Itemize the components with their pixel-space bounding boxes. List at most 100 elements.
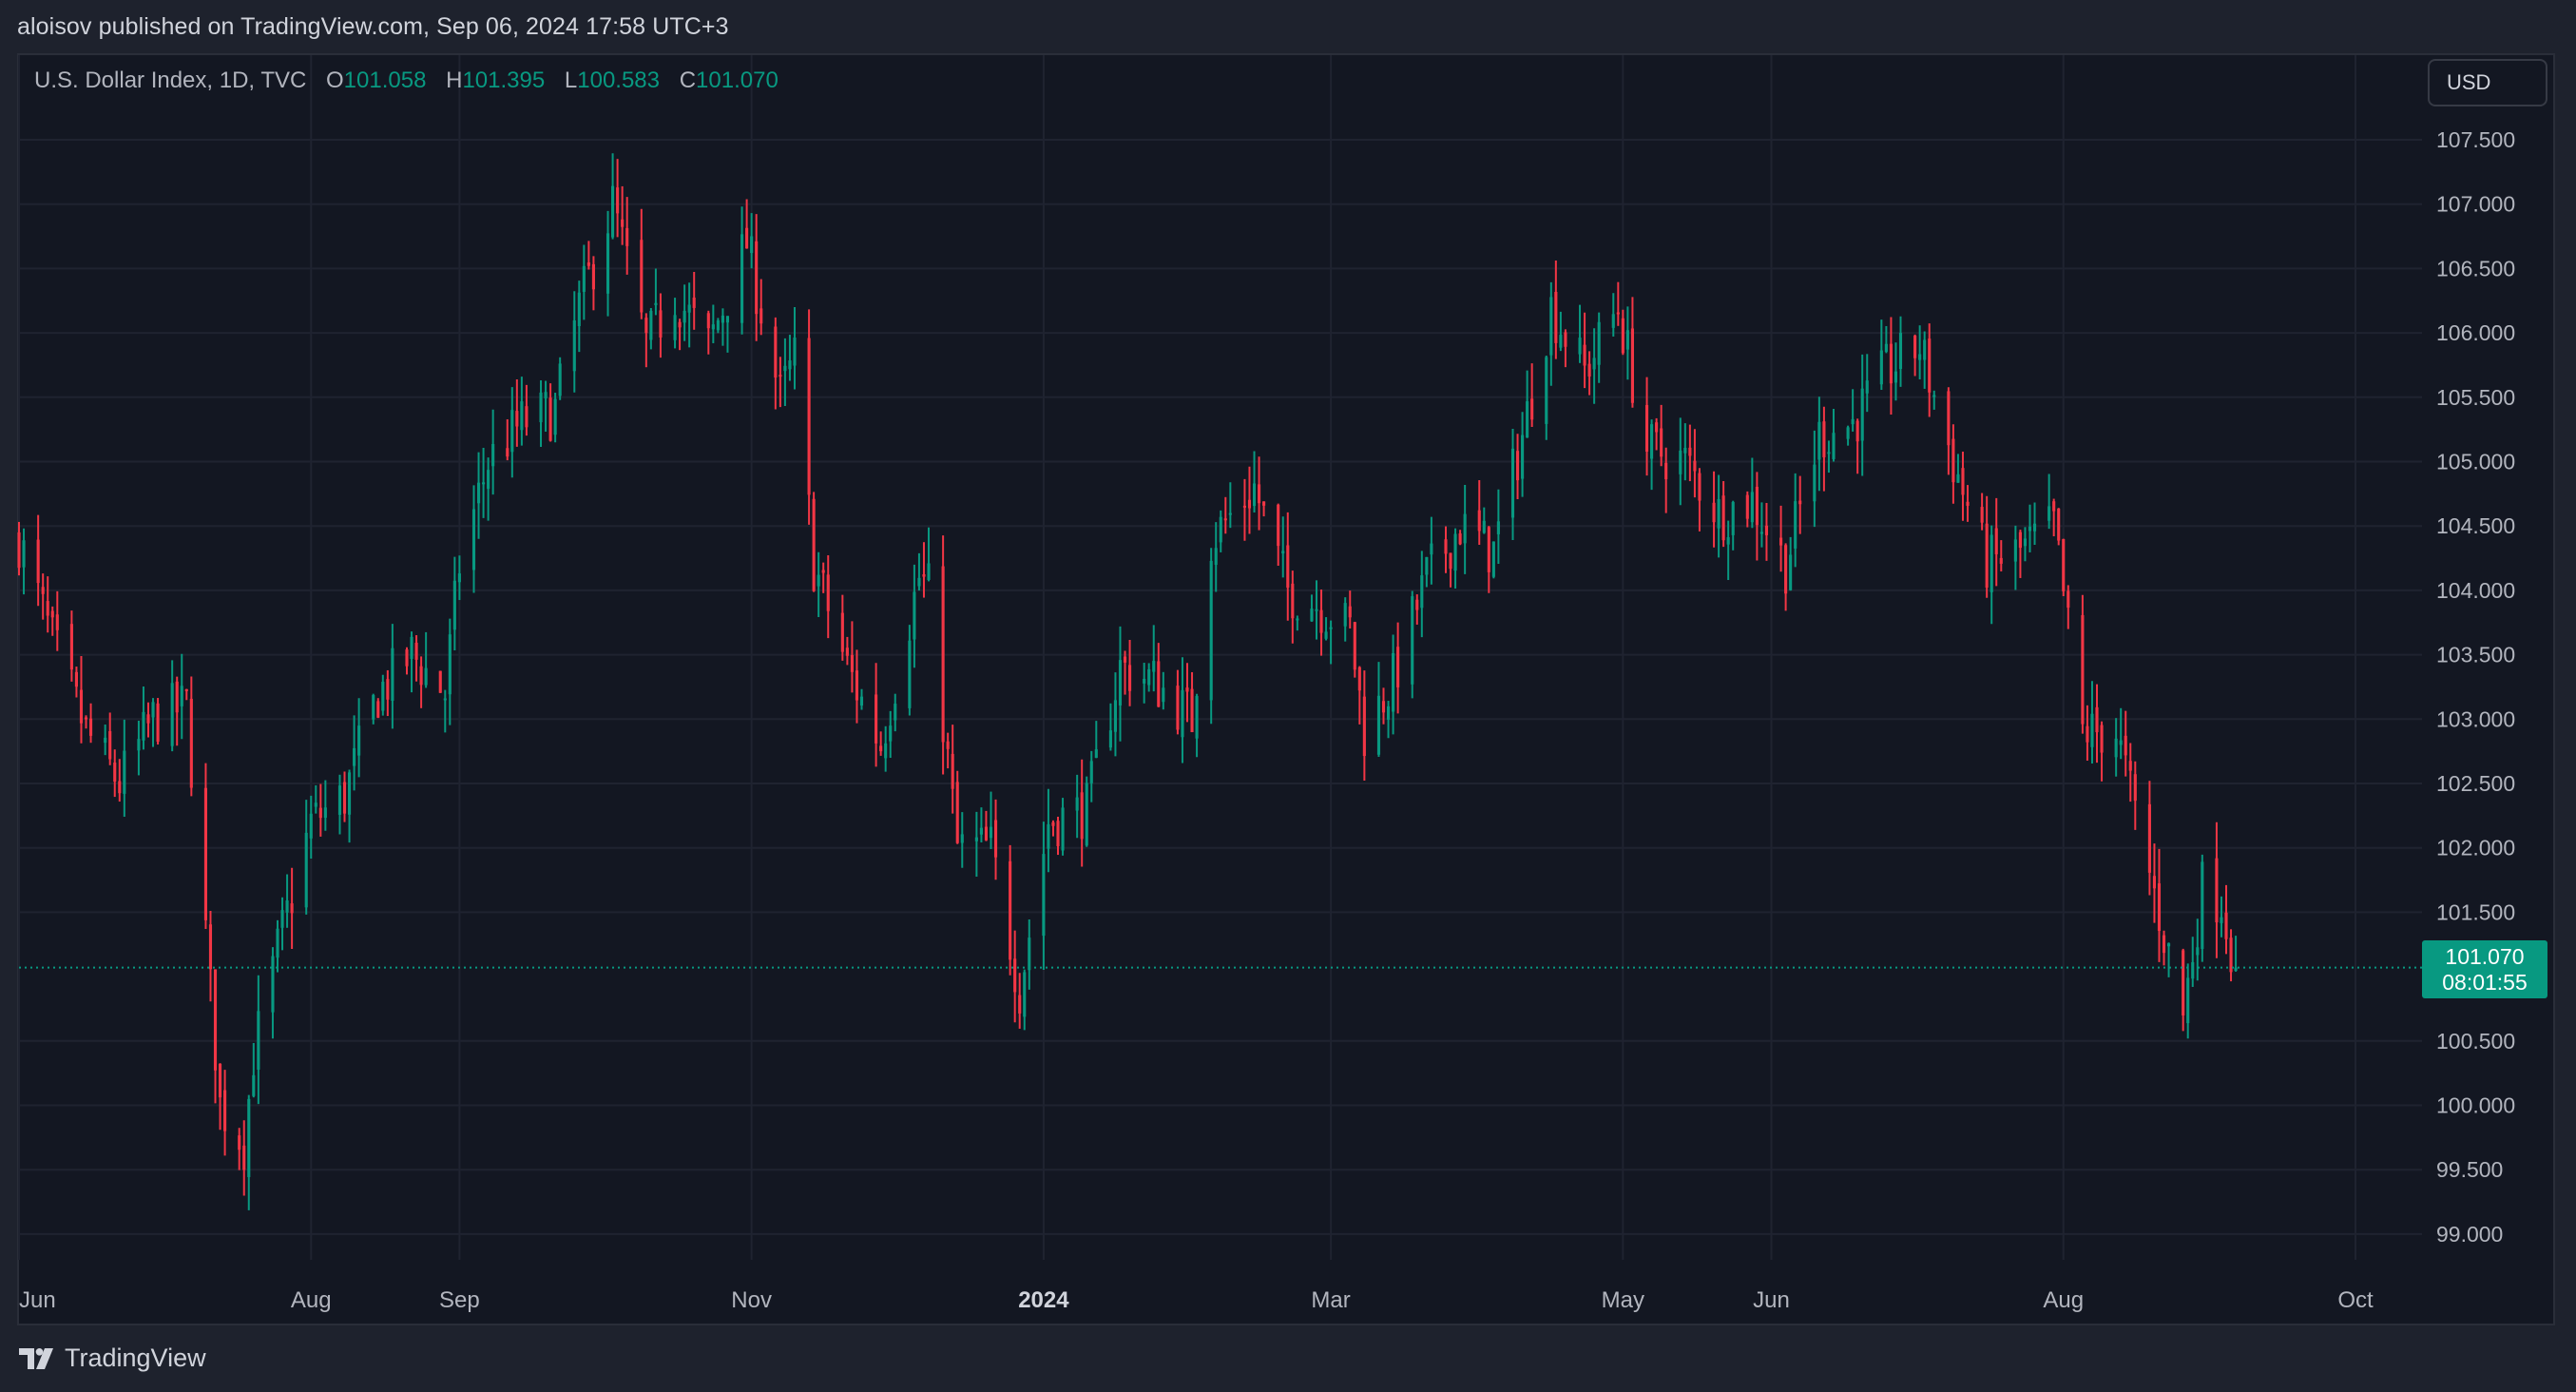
time-tick-label: Aug [291, 1287, 332, 1313]
candle-down [640, 208, 644, 319]
candle-down [1396, 622, 1400, 714]
candle-down [2224, 884, 2228, 955]
candle-up [1717, 474, 1721, 558]
candle-up [1108, 703, 1112, 751]
currency-button[interactable]: USD [2428, 59, 2547, 106]
high-key: H [446, 68, 463, 93]
candle-down [376, 698, 380, 719]
candle-up [391, 624, 394, 729]
candle-up [582, 244, 586, 320]
candle-down [69, 610, 73, 682]
price-tick-label: 105.500 [2436, 385, 2515, 410]
candle-up [2191, 937, 2195, 987]
candle-up [180, 653, 183, 740]
candle-down [1515, 434, 1520, 500]
candle-up [1592, 328, 1596, 404]
candle-down [218, 1063, 222, 1131]
candle-up [381, 674, 385, 716]
candle-up [917, 552, 921, 591]
candle-up [1195, 693, 1199, 758]
candle-down [1242, 478, 1247, 541]
time-tick-label: Sep [439, 1287, 480, 1313]
candle-down [1415, 594, 1419, 625]
candle-down [36, 514, 40, 607]
candle-up [314, 784, 317, 814]
candle-down [17, 521, 21, 576]
candle-down [812, 492, 816, 592]
candle-up [1597, 312, 1601, 383]
candle-down [525, 384, 529, 436]
candle-down [290, 867, 294, 950]
candle-down [238, 1128, 241, 1170]
candle-up [1923, 331, 1927, 389]
price-tick-label: 100.500 [2436, 1029, 2515, 1054]
candle-up [1726, 520, 1730, 580]
price-tick-label: 102.500 [2436, 771, 2515, 796]
candle-up [1310, 594, 1314, 622]
candle-down [342, 771, 347, 822]
candle-down [414, 635, 418, 682]
price-tick-label: 107.000 [2436, 192, 2515, 217]
candle-up [788, 335, 792, 381]
candle-down [1688, 424, 1692, 482]
symbol-legend: U.S. Dollar Index, 1D, TVC O101.058 H101… [34, 68, 779, 94]
candle-up [471, 485, 476, 593]
candle-down [74, 667, 79, 698]
candle-down [2152, 843, 2157, 923]
candle-down [586, 241, 590, 270]
candle-down [1621, 309, 1624, 356]
candle-up [1425, 556, 1429, 588]
candle-down [208, 911, 213, 1002]
candle-up [1453, 528, 1457, 589]
candle-up [1376, 662, 1381, 757]
candle-down [1693, 429, 1697, 498]
candle-up [1789, 536, 1793, 591]
candle-down [941, 535, 945, 775]
price-tick-label: 103.000 [2436, 706, 2515, 731]
candle-up [1932, 390, 1936, 410]
candle-down [1928, 323, 1932, 417]
tradingview-logo-icon [19, 1347, 53, 1369]
candle-up [424, 631, 428, 688]
candle-up [711, 304, 715, 343]
candle-up [989, 791, 993, 849]
candle-up [908, 625, 912, 716]
candle-up [247, 1094, 251, 1210]
candle-down [706, 310, 710, 355]
candle-up [170, 660, 174, 752]
candle-up [1650, 419, 1654, 491]
candle-up [750, 213, 754, 269]
candle-up [682, 284, 686, 341]
candle-up [2013, 525, 2017, 590]
close-value: 101.070 [696, 68, 779, 93]
candle-down [1660, 404, 1663, 467]
candle-down [1018, 973, 1022, 1029]
candle-down [2052, 498, 2056, 537]
candle-down [1913, 334, 1917, 377]
candle-down [951, 725, 954, 814]
candle-up [2196, 918, 2200, 981]
candle-down [779, 357, 782, 408]
candle-down [1664, 447, 1668, 513]
published-caption: aloisov published on TradingView.com, Se… [17, 13, 729, 40]
candle-down [1616, 281, 1620, 326]
candle-up [448, 618, 452, 725]
candle-down [1353, 621, 1356, 678]
candle-down [1966, 485, 1970, 522]
price-tick-label: 101.500 [2436, 899, 2515, 924]
candle-up [1846, 425, 1850, 446]
candle-up [1759, 502, 1763, 548]
candles [17, 153, 2238, 1210]
candle-up [452, 556, 456, 650]
candle-down [50, 606, 54, 636]
candle-down [1444, 526, 1448, 573]
candle-down [1985, 495, 1989, 598]
candle-down [840, 594, 844, 661]
candle-down [46, 576, 49, 633]
candle-up [1578, 304, 1582, 363]
candle-down [1477, 480, 1481, 546]
candle-up [410, 631, 413, 693]
candle-up [1794, 473, 1797, 568]
tradingview-logo[interactable]: TradingView [19, 1344, 206, 1373]
